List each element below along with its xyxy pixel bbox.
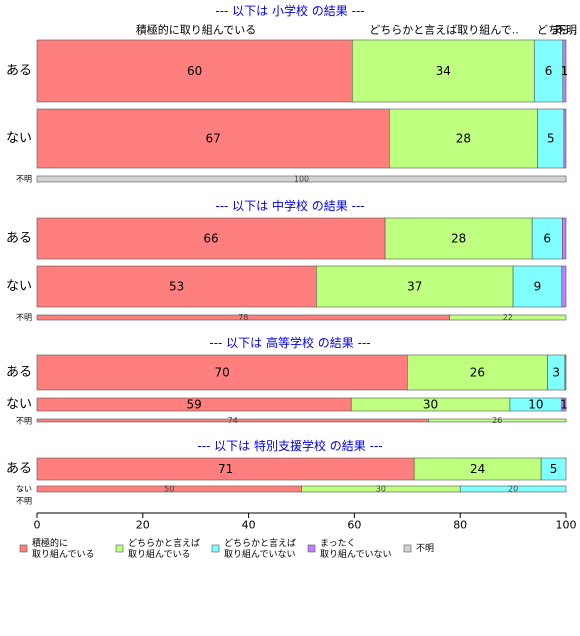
legend-label: まったく	[320, 538, 356, 549]
legend-label: 取り組んでいる	[32, 548, 95, 560]
row-label: 不明	[16, 175, 32, 184]
data-label: 60	[187, 64, 202, 78]
row-label: ない	[16, 485, 32, 494]
bar-segment	[533, 39, 564, 103]
x-tick-label: 20	[136, 519, 150, 532]
bar-segment	[564, 354, 567, 391]
bar-segment	[389, 108, 538, 169]
legend-label: どちらかと言えば	[224, 537, 296, 549]
data-label: 28	[451, 232, 466, 246]
data-label: 1	[561, 64, 569, 78]
data-label: 6	[543, 232, 551, 246]
row-label: ある	[6, 64, 32, 79]
data-label: 78	[238, 313, 248, 322]
bar-segment	[449, 314, 567, 321]
bar-segment	[316, 265, 514, 308]
legend-label: 不明	[416, 543, 434, 554]
legend-swatch	[307, 544, 316, 553]
row-label: ない	[6, 131, 32, 146]
data-label: 50	[164, 485, 174, 494]
data-label: 53	[169, 280, 184, 294]
data-label: 30	[423, 398, 438, 412]
panel-title: --- 以下は 高等学校 の結果 ---	[209, 335, 370, 350]
data-label: 37	[407, 280, 422, 294]
data-label: 100	[294, 175, 309, 184]
x-tick-label: 80	[453, 519, 467, 532]
data-label: 70	[215, 366, 230, 380]
data-label: 71	[218, 462, 233, 476]
panel-title: --- 以下は 特別支援学校 の結果 ---	[197, 438, 382, 453]
data-label: 20	[508, 485, 518, 494]
bar-segment	[561, 265, 567, 308]
legend-swatch	[19, 544, 28, 553]
data-label: 5	[550, 462, 558, 476]
row-label: ある	[6, 231, 32, 246]
bar-segment	[36, 39, 353, 103]
category-header-1: どちらかと言えば取り組んで..	[369, 24, 518, 37]
row-label: 不明	[16, 313, 32, 322]
bar-segment	[563, 108, 567, 169]
data-label: 1	[560, 398, 568, 412]
category-header-4: 不明	[555, 24, 577, 37]
data-label: 9	[534, 280, 542, 294]
data-label: 26	[470, 366, 485, 380]
panel-title: --- 以下は 小学校 の結果 ---	[215, 3, 364, 18]
bar-segment	[36, 175, 567, 183]
data-label: 28	[456, 132, 471, 146]
category-header-0: 積極的に取り組んでいる	[136, 23, 256, 37]
data-label: 26	[492, 416, 502, 425]
bar-segment	[561, 397, 567, 412]
bar-segment	[36, 217, 386, 260]
x-tick-label: 0	[34, 519, 41, 532]
x-tick-label: 60	[347, 519, 361, 532]
bar-segment	[562, 39, 567, 103]
panel-title: --- 以下は 中学校 の結果 ---	[215, 198, 364, 213]
legend-swatch	[115, 544, 124, 553]
category-header-2: どちら..	[537, 24, 577, 37]
legend-swatch	[403, 544, 412, 553]
bar-segment	[561, 217, 567, 260]
data-label: 30	[376, 485, 386, 494]
x-tick-label: 40	[242, 519, 256, 532]
data-label: 34	[436, 64, 451, 78]
row-label: ある	[6, 462, 32, 477]
data-label: 5	[547, 132, 555, 146]
data-label: 22	[503, 313, 513, 322]
category-header-3: ま..	[551, 24, 569, 37]
bar-segment	[428, 418, 567, 423]
data-label: 59	[186, 398, 201, 412]
legend-swatch	[211, 544, 220, 553]
bar-segment	[36, 108, 390, 169]
row-label: ない	[6, 397, 32, 412]
bar-segment	[459, 485, 567, 493]
bar-segment	[384, 217, 533, 260]
row-label: 不明	[16, 497, 32, 506]
data-label: 24	[470, 462, 485, 476]
data-label: 10	[528, 398, 543, 412]
bar-segment	[406, 354, 548, 391]
legend-label: 積極的に	[32, 537, 68, 549]
data-label: 6	[545, 64, 553, 78]
row-label: 不明	[16, 417, 32, 426]
x-tick-label: 100	[556, 519, 577, 532]
bar-segment	[537, 108, 565, 169]
data-label: 67	[206, 132, 221, 146]
legend-label: 取り組んでいる	[128, 548, 191, 560]
legend-label: 取り組んでいない	[224, 548, 296, 560]
bar-segment	[512, 265, 563, 308]
data-label: 66	[203, 232, 218, 246]
row-label: ある	[6, 365, 32, 380]
bar-segment	[36, 354, 408, 391]
bar-segment	[36, 265, 317, 308]
data-label: 74	[228, 416, 238, 425]
bar-segment	[540, 457, 567, 481]
legend-label: 取り組んでいない	[320, 548, 392, 560]
data-label: 3	[552, 366, 560, 380]
row-label: ない	[6, 279, 32, 294]
legend-label: どちらかと言えば	[128, 537, 200, 549]
